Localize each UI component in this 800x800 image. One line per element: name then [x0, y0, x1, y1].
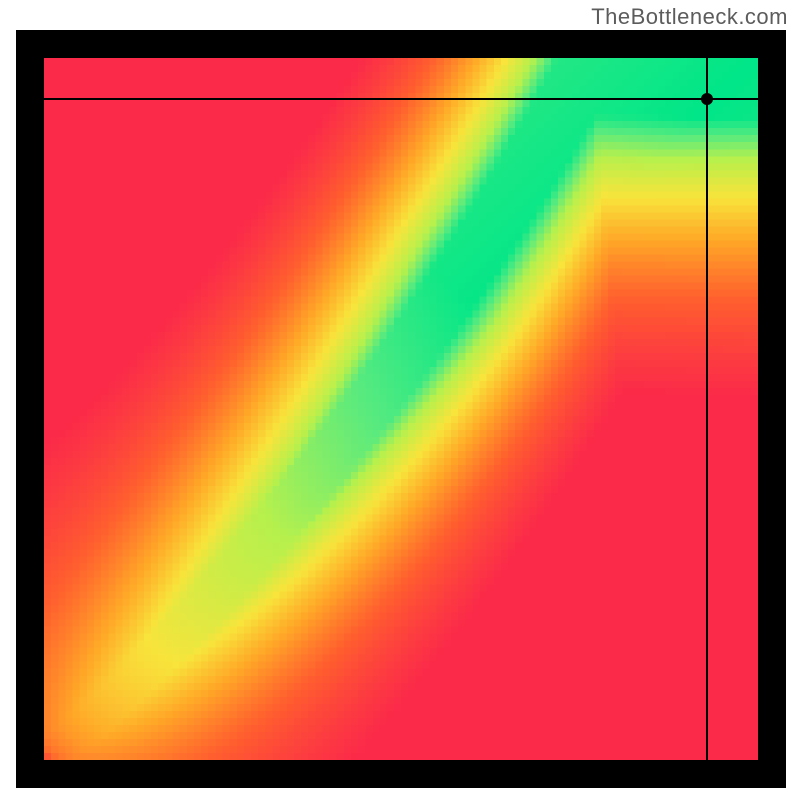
- crosshair-vertical: [706, 58, 708, 760]
- attribution-text: TheBottleneck.com: [591, 4, 788, 30]
- chart-frame: [16, 30, 786, 788]
- root-container: TheBottleneck.com: [0, 0, 800, 800]
- crosshair-horizontal: [44, 98, 758, 100]
- crosshair-marker: [701, 93, 713, 105]
- bottleneck-heatmap: [44, 58, 758, 760]
